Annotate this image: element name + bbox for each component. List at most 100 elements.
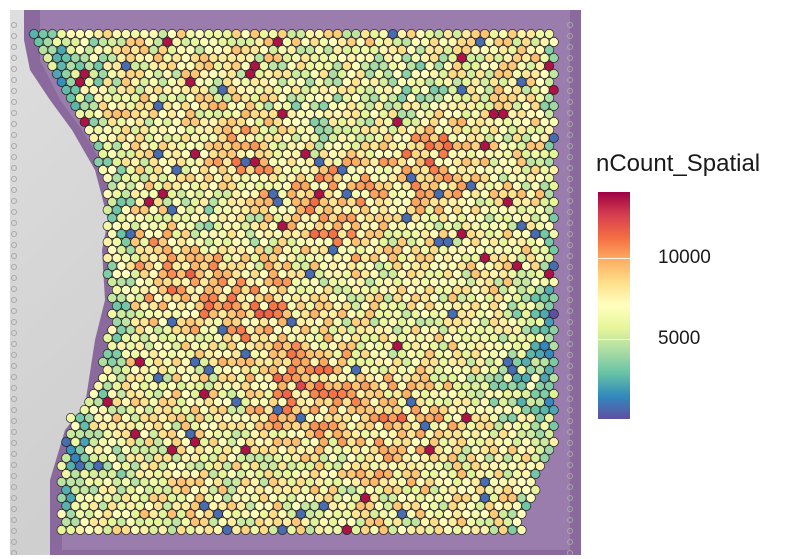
spot — [272, 85, 283, 95]
spot — [208, 357, 219, 367]
spot — [245, 149, 256, 159]
spot — [148, 429, 159, 439]
spot — [479, 509, 490, 519]
spot — [378, 205, 389, 215]
spot — [263, 261, 274, 271]
spot — [397, 29, 407, 39]
spot — [185, 237, 196, 247]
spot — [420, 293, 430, 303]
spot — [374, 213, 384, 223]
spot — [383, 485, 394, 495]
spot — [148, 285, 159, 295]
spot — [424, 349, 435, 359]
spot — [176, 509, 187, 519]
spot — [378, 461, 389, 471]
spot — [134, 325, 145, 335]
spot — [111, 525, 122, 535]
spot — [226, 389, 237, 399]
spot — [548, 117, 559, 127]
spot — [190, 277, 200, 287]
spot — [259, 205, 269, 215]
spot — [410, 69, 421, 79]
spot — [438, 181, 449, 191]
fiducial-dot — [11, 55, 17, 61]
spot — [116, 469, 127, 479]
spot — [410, 245, 421, 255]
spot — [355, 181, 366, 191]
spot — [447, 213, 458, 223]
spot — [116, 181, 127, 191]
spot — [507, 349, 518, 359]
spot — [249, 93, 260, 103]
spot — [226, 213, 237, 223]
spot — [420, 37, 430, 47]
spot — [148, 205, 159, 215]
spot — [134, 373, 145, 383]
spot — [461, 285, 472, 295]
spot — [139, 141, 150, 151]
spot — [456, 517, 467, 527]
spot — [498, 253, 509, 263]
spot — [148, 509, 159, 519]
spot — [111, 269, 122, 279]
spot — [548, 357, 559, 367]
spot — [539, 85, 550, 95]
spot — [180, 309, 191, 319]
spot — [387, 109, 398, 119]
spot — [121, 189, 131, 199]
spot — [190, 309, 200, 319]
spot — [254, 101, 265, 111]
spot — [401, 245, 412, 255]
spot — [245, 357, 256, 367]
spot — [157, 237, 168, 247]
spot — [364, 389, 375, 399]
spot — [153, 277, 164, 287]
spot — [102, 205, 113, 215]
spot — [507, 253, 518, 263]
fiducial-dot — [11, 44, 17, 50]
spot — [199, 53, 210, 63]
spot — [249, 365, 260, 375]
spot — [130, 157, 141, 167]
spot — [443, 269, 453, 279]
spot — [295, 525, 306, 535]
spot — [420, 261, 430, 271]
spot — [295, 109, 306, 119]
spot — [424, 205, 435, 215]
spot — [466, 165, 476, 175]
spot — [525, 429, 536, 439]
spot — [438, 469, 449, 479]
spot — [84, 93, 95, 103]
spot — [323, 429, 334, 439]
spot — [502, 229, 513, 239]
spot — [424, 61, 435, 71]
spot — [305, 61, 315, 71]
spot — [512, 421, 522, 431]
spot — [470, 365, 481, 375]
spot — [447, 149, 458, 159]
spot — [65, 493, 76, 503]
spot — [521, 101, 532, 111]
spot — [374, 501, 384, 511]
spot — [466, 69, 476, 79]
spot — [447, 421, 458, 431]
spot — [461, 301, 472, 311]
spot — [167, 125, 177, 135]
spot — [323, 61, 334, 71]
fiducial-dot — [11, 385, 17, 391]
spot — [512, 341, 522, 351]
spot — [203, 429, 214, 439]
spot — [295, 253, 306, 263]
spot — [254, 117, 265, 127]
spot — [263, 501, 274, 511]
spot — [392, 373, 403, 383]
spot — [93, 493, 104, 503]
spot — [263, 357, 274, 367]
spot — [277, 253, 288, 263]
spot — [479, 29, 490, 39]
spot — [461, 445, 472, 455]
spot — [410, 37, 421, 47]
spot — [521, 469, 532, 479]
spot — [548, 165, 559, 175]
spot — [171, 405, 182, 415]
